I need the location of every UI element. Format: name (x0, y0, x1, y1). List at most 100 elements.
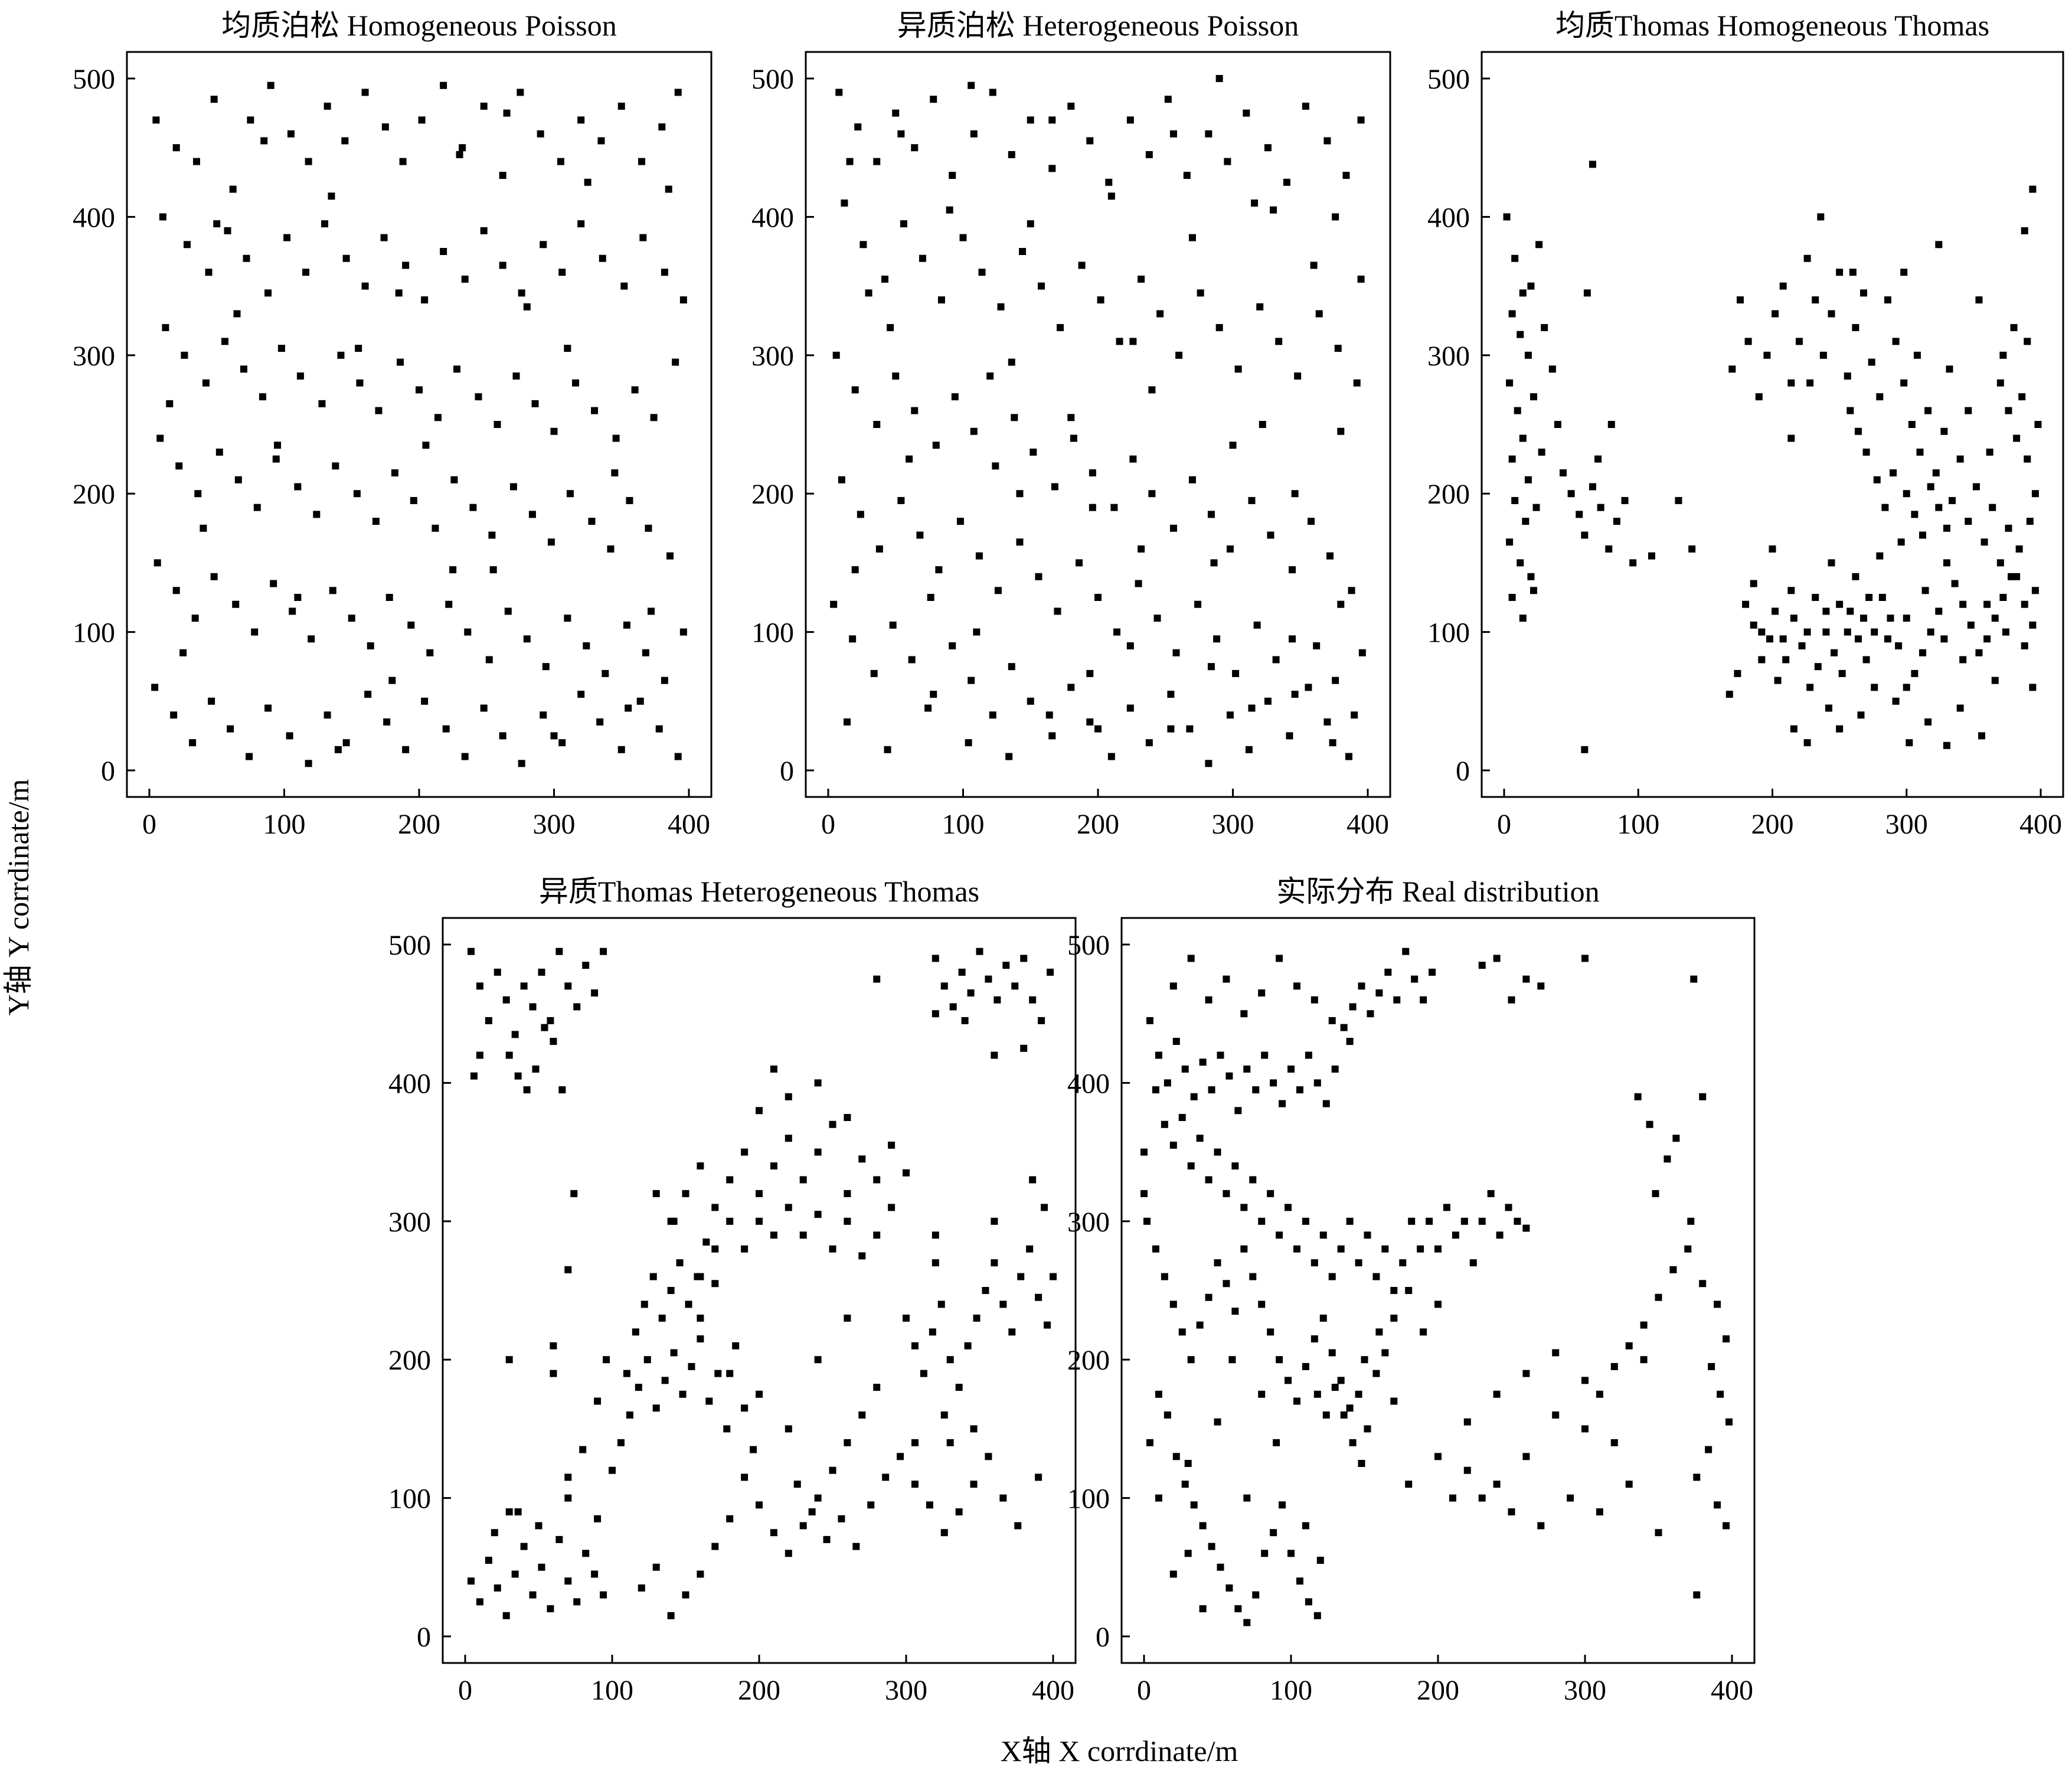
data-point (1199, 1522, 1207, 1530)
data-point (1140, 1190, 1148, 1197)
data-point (558, 1086, 566, 1094)
data-point (191, 615, 199, 622)
data-point (682, 1591, 689, 1599)
data-point (873, 1384, 881, 1391)
data-point (1337, 427, 1345, 435)
data-point (770, 1162, 777, 1170)
data-point (440, 248, 447, 255)
data-point (1287, 1065, 1295, 1073)
data-point (514, 1508, 522, 1516)
data-point (1183, 172, 1191, 179)
data-point (1184, 1550, 1192, 1557)
data-point (1795, 338, 1803, 345)
data-point (151, 684, 159, 691)
data-point (1181, 1065, 1189, 1073)
data-point (785, 1425, 792, 1433)
data-point (494, 1584, 501, 1592)
data-point (1270, 1529, 1277, 1537)
data-point (1921, 587, 1929, 594)
data-point (1196, 1321, 1204, 1329)
data-point (426, 649, 434, 656)
data-point (2029, 684, 2037, 691)
data-point (1943, 741, 1950, 749)
data-point (799, 1176, 807, 1184)
data-point (1070, 434, 1077, 442)
data-point (1332, 677, 1339, 684)
data-point (1610, 1362, 1618, 1370)
data-point (582, 962, 590, 969)
data-point (785, 1204, 792, 1211)
data-point (1478, 1494, 1486, 1502)
data-point (1381, 1349, 1389, 1357)
data-point (564, 1494, 572, 1502)
data-point (2008, 573, 2015, 580)
data-point (334, 746, 342, 753)
data-point (502, 1612, 510, 1619)
data-point (1589, 161, 1596, 168)
data-point (770, 1065, 777, 1073)
data-point (520, 1543, 528, 1550)
data-point (1029, 1176, 1037, 1184)
data-point (550, 1370, 557, 1377)
data-point (832, 351, 840, 359)
data-point (661, 269, 668, 276)
data-point (930, 691, 937, 698)
data-point (1469, 1259, 1477, 1267)
data-point (1849, 269, 1857, 276)
data-point (1048, 732, 1056, 740)
data-point (631, 386, 639, 394)
data-point (1346, 1038, 1354, 1045)
data-point (970, 130, 978, 138)
data-point (1530, 587, 1537, 594)
data-point (1225, 1072, 1233, 1080)
data-point (1196, 1135, 1204, 1142)
data-point (1224, 158, 1231, 165)
data-point (1589, 483, 1596, 491)
x-tick-label: 0 (458, 1675, 472, 1706)
data-point (2021, 600, 2028, 608)
data-point (908, 656, 916, 664)
data-point (1019, 248, 1027, 255)
data-point (489, 566, 497, 574)
data-point (1493, 1481, 1501, 1488)
data-point (1155, 1494, 1162, 1502)
data-point (422, 442, 430, 449)
data-point (1975, 649, 1983, 656)
data-point (1223, 1280, 1230, 1288)
data-point (594, 1515, 602, 1522)
data-point (1390, 1397, 1398, 1405)
data-point (1342, 172, 1350, 179)
data-point (1621, 496, 1629, 504)
data-point (1322, 1100, 1330, 1107)
data-point (1693, 1591, 1701, 1599)
data-point (1519, 289, 1527, 297)
data-point (1822, 628, 1830, 636)
data-point (1951, 580, 1959, 587)
data-point (1008, 663, 1015, 671)
data-point (348, 615, 355, 622)
y-tick-label: 0 (1456, 756, 1470, 787)
data-point (823, 1535, 831, 1543)
data-point (617, 102, 625, 110)
data-point (1817, 213, 1825, 221)
data-point (1524, 476, 1532, 483)
data-point (932, 1259, 939, 1267)
data-point (2015, 545, 2023, 553)
data-point (547, 1605, 554, 1613)
data-point (1178, 1328, 1186, 1336)
figure-y-axis-label: Y轴 Y corrdinate/m (2, 779, 35, 1015)
data-point (518, 760, 525, 767)
data-point (926, 1501, 933, 1509)
data-point (547, 538, 555, 546)
data-point (1346, 1217, 1354, 1225)
data-point (875, 545, 883, 553)
data-point (383, 718, 391, 726)
data-point (617, 1439, 625, 1446)
data-point (550, 427, 558, 435)
data-point (1860, 289, 1868, 297)
data-point (2026, 518, 2034, 525)
data-point (1508, 1508, 1515, 1516)
data-point (485, 1017, 492, 1024)
data-point (1027, 116, 1034, 124)
data-point (1319, 1314, 1327, 1322)
